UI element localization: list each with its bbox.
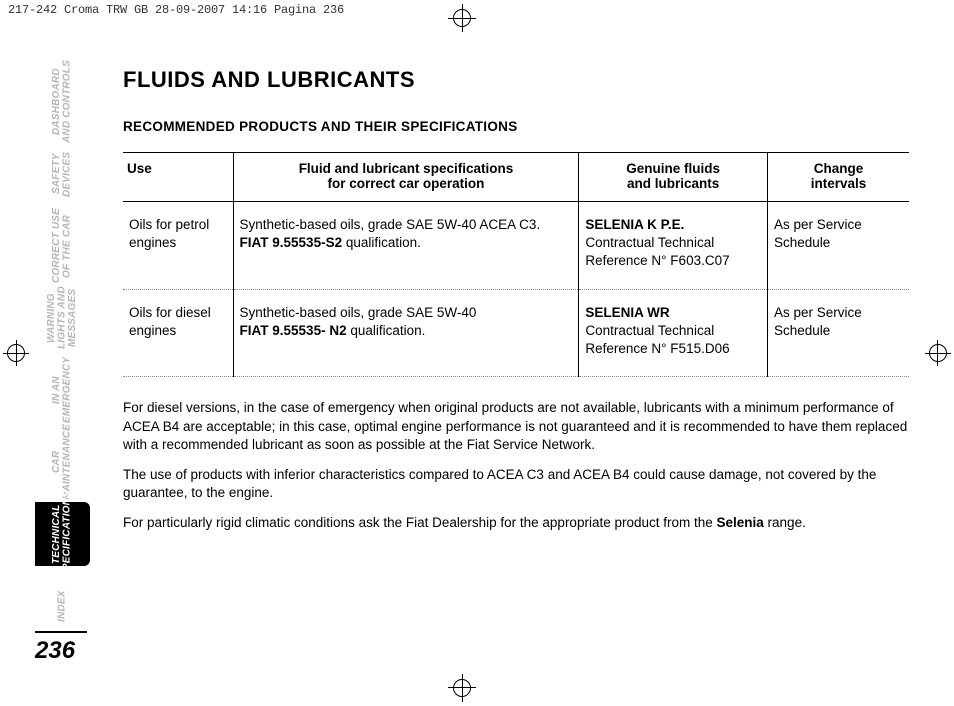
tab-correct-use[interactable]: CORRECT USE OF THE CAR bbox=[35, 214, 90, 278]
th-fluid: Genuine fluids and lubricants bbox=[579, 153, 768, 202]
tab-maintenance[interactable]: CAR MAINTENANCE bbox=[35, 430, 90, 494]
note-p2: The use of products with inferior charac… bbox=[123, 466, 909, 502]
notes: For diesel versions, in the case of emer… bbox=[123, 399, 909, 532]
table-head-row: Use Fluid and lubricant specifications f… bbox=[123, 153, 909, 202]
cell-fluid-l3: Reference N° F603.C07 bbox=[585, 253, 729, 268]
note-p1: For diesel versions, in the case of emer… bbox=[123, 399, 909, 454]
cell-change: As per Service Schedule bbox=[768, 202, 910, 290]
cell-spec-tail: qualification. bbox=[342, 235, 421, 250]
cell-spec: Synthetic-based oils, grade SAE 5W-40 AC… bbox=[233, 202, 579, 290]
tab-tech-specs[interactable]: TECHNICAL SPECIFICATIONS bbox=[35, 502, 90, 566]
tab-safety[interactable]: SAFETY DEVICES bbox=[35, 142, 90, 206]
table-row: Oils for diesel engines Synthetic-based … bbox=[123, 289, 909, 377]
cell-fluid: SELENIA K P.E. Contractual Technical Ref… bbox=[579, 202, 768, 290]
note-p3-bold: Selenia bbox=[717, 515, 764, 530]
tab-emergency[interactable]: IN AN EMERGENCY bbox=[35, 358, 90, 422]
section-subtitle: RECOMMENDED PRODUCTS AND THEIR SPECIFICA… bbox=[123, 119, 909, 134]
cell-spec-tail: qualification. bbox=[347, 323, 426, 338]
tab-warning[interactable]: WARNING LIGHTS AND MESSAGES bbox=[35, 286, 90, 350]
th-spec-l2: for correct car operation bbox=[328, 176, 485, 191]
th-change: Change intervals bbox=[768, 153, 910, 202]
content: FLUIDS AND LUBRICANTS RECOMMENDED PRODUC… bbox=[123, 67, 909, 545]
th-fluid-l1: Genuine fluids bbox=[626, 161, 720, 176]
page-title: FLUIDS AND LUBRICANTS bbox=[123, 67, 909, 93]
note-p3-a: For particularly rigid climatic conditio… bbox=[123, 515, 717, 530]
tab-dashboard[interactable]: DASHBOARD AND CONTROLS bbox=[35, 70, 90, 134]
th-change-l1: Change bbox=[814, 161, 864, 176]
cell-fluid-l3: Reference N° F515.D06 bbox=[585, 341, 729, 356]
note-p3-b: range. bbox=[764, 515, 806, 530]
spec-table: Use Fluid and lubricant specifications f… bbox=[123, 152, 909, 377]
cell-spec-bold: FIAT 9.55535-S2 bbox=[240, 235, 343, 250]
cell-change: As per Service Schedule bbox=[768, 289, 910, 377]
tab-index[interactable]: INDEX bbox=[35, 574, 90, 638]
th-change-l2: intervals bbox=[811, 176, 867, 191]
cell-fluid-l2: Contractual Technical bbox=[585, 323, 714, 338]
cell-fluid-l2: Contractual Technical bbox=[585, 235, 714, 250]
page-number: 236 bbox=[35, 631, 87, 665]
cell-fluid: SELENIA WR Contractual Technical Referen… bbox=[579, 289, 768, 377]
th-spec-l1: Fluid and lubricant specifications bbox=[299, 161, 514, 176]
sidebar-tabs: DASHBOARD AND CONTROLS SAFETY DEVICES CO… bbox=[35, 70, 90, 638]
table-row: Oils for petrol engines Synthetic-based … bbox=[123, 202, 909, 290]
cell-fluid-bold: SELENIA K P.E. bbox=[585, 217, 684, 232]
print-header: 217-242 Croma TRW GB 28-09-2007 14:16 Pa… bbox=[8, 3, 344, 17]
cell-spec-plain: Synthetic-based oils, grade SAE 5W-40 bbox=[240, 305, 477, 320]
cell-spec-plain: Synthetic-based oils, grade SAE 5W-40 AC… bbox=[240, 217, 541, 232]
cell-spec-bold: FIAT 9.55535- N2 bbox=[240, 323, 347, 338]
cell-fluid-bold: SELENIA WR bbox=[585, 305, 669, 320]
cell-spec: Synthetic-based oils, grade SAE 5W-40 FI… bbox=[233, 289, 579, 377]
th-spec: Fluid and lubricant specifications for c… bbox=[233, 153, 579, 202]
th-use: Use bbox=[123, 153, 233, 202]
cell-use: Oils for petrol engines bbox=[123, 202, 233, 290]
th-fluid-l2: and lubricants bbox=[627, 176, 719, 191]
page-frame: DASHBOARD AND CONTROLS SAFETY DEVICES CO… bbox=[35, 35, 919, 671]
note-p3: For particularly rigid climatic conditio… bbox=[123, 514, 909, 532]
cell-use: Oils for diesel engines bbox=[123, 289, 233, 377]
